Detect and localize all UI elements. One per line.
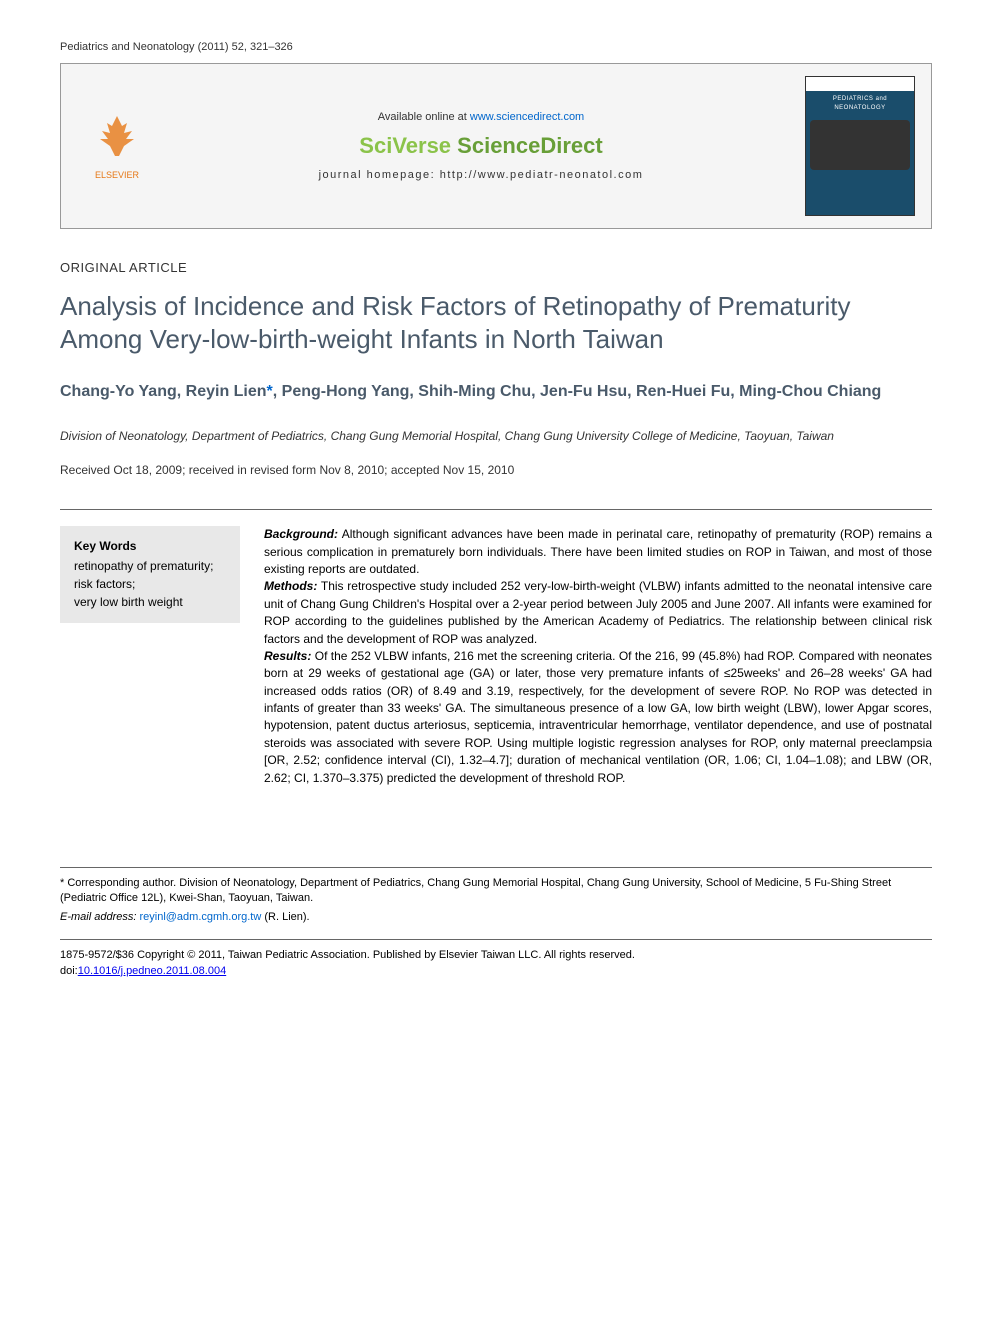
- header-banner: ELSEVIER Available online at www.science…: [60, 63, 932, 229]
- affiliation: Division of Neonatology, Department of P…: [60, 428, 932, 445]
- journal-cover: PEDIATRICS and NEONATOLOGY: [805, 76, 915, 216]
- email-link[interactable]: reyinl@adm.cgmh.org.tw: [139, 911, 261, 923]
- corr-text: Division of Neonatology, Department of P…: [60, 877, 891, 904]
- available-prefix: Available online at: [378, 111, 470, 123]
- journal-homepage: journal homepage: http://www.pediatr-neo…: [157, 168, 805, 183]
- doi-prefix: doi:: [60, 965, 78, 977]
- background-text: Although significant advances have been …: [264, 527, 932, 576]
- sciencedirect-text: ScienceDirect: [457, 133, 603, 158]
- sciverse-brand: SciVerse ScienceDirect: [157, 131, 805, 162]
- results-text: Of the 252 VLBW infants, 216 met the scr…: [264, 649, 932, 785]
- publisher-logo: ELSEVIER: [77, 111, 157, 181]
- cover-header: [806, 77, 914, 91]
- keywords-box: Key Words retinopathy of prematurity; ri…: [60, 526, 240, 623]
- copyright-line: 1875-9572/$36 Copyright © 2011, Taiwan P…: [60, 948, 932, 963]
- article-title: Analysis of Incidence and Risk Factors o…: [60, 290, 932, 358]
- authors-list: Chang-Yo Yang, Reyin Lien*, Peng-Hong Ya…: [60, 381, 932, 403]
- doi-line: doi:10.1016/j.pedneo.2011.08.004: [60, 964, 932, 979]
- authors-part1: Chang-Yo Yang, Reyin Lien: [60, 383, 267, 400]
- corr-label: * Corresponding author.: [60, 877, 176, 889]
- journal-reference: Pediatrics and Neonatology (2011) 52, 32…: [60, 40, 932, 55]
- keywords-heading: Key Words: [74, 538, 226, 555]
- copyright: 1875-9572/$36 Copyright © 2011, Taiwan P…: [60, 939, 932, 979]
- divider: [60, 509, 932, 510]
- publisher-name: ELSEVIER: [77, 169, 157, 182]
- methods-label: Methods:: [264, 579, 317, 593]
- article-type: ORIGINAL ARTICLE: [60, 259, 932, 277]
- footnotes: * Corresponding author. Division of Neon…: [60, 867, 932, 925]
- header-center: Available online at www.sciencedirect.co…: [157, 110, 805, 184]
- abstract-text: Background: Although significant advance…: [264, 526, 932, 787]
- keyword-item: very low birth weight: [74, 593, 226, 611]
- sciencedirect-link[interactable]: www.sciencedirect.com: [470, 111, 584, 123]
- keyword-item: retinopathy of prematurity;: [74, 557, 226, 575]
- article-dates: Received Oct 18, 2009; received in revis…: [60, 462, 932, 479]
- keyword-item: risk factors;: [74, 575, 226, 593]
- methods-text: This retrospective study included 252 ve…: [264, 579, 932, 645]
- email-line: E-mail address: reyinl@adm.cgmh.org.tw (…: [60, 910, 932, 925]
- sciverse-text: SciVerse: [359, 133, 457, 158]
- cover-journal-name: PEDIATRICS and NEONATOLOGY: [806, 91, 914, 116]
- corresponding-author-note: * Corresponding author. Division of Neon…: [60, 876, 932, 907]
- doi-link[interactable]: 10.1016/j.pedneo.2011.08.004: [78, 965, 226, 977]
- background-label: Background:: [264, 527, 338, 541]
- authors-part2: , Peng-Hong Yang, Shih-Ming Chu, Jen-Fu …: [273, 383, 882, 400]
- abstract-section: Key Words retinopathy of prematurity; ri…: [60, 526, 932, 787]
- results-label: Results:: [264, 649, 311, 663]
- email-label: E-mail address:: [60, 911, 139, 923]
- email-suffix: (R. Lien).: [261, 911, 309, 923]
- cover-image: [810, 120, 910, 170]
- available-online: Available online at www.sciencedirect.co…: [157, 110, 805, 125]
- elsevier-tree-icon: [92, 111, 142, 161]
